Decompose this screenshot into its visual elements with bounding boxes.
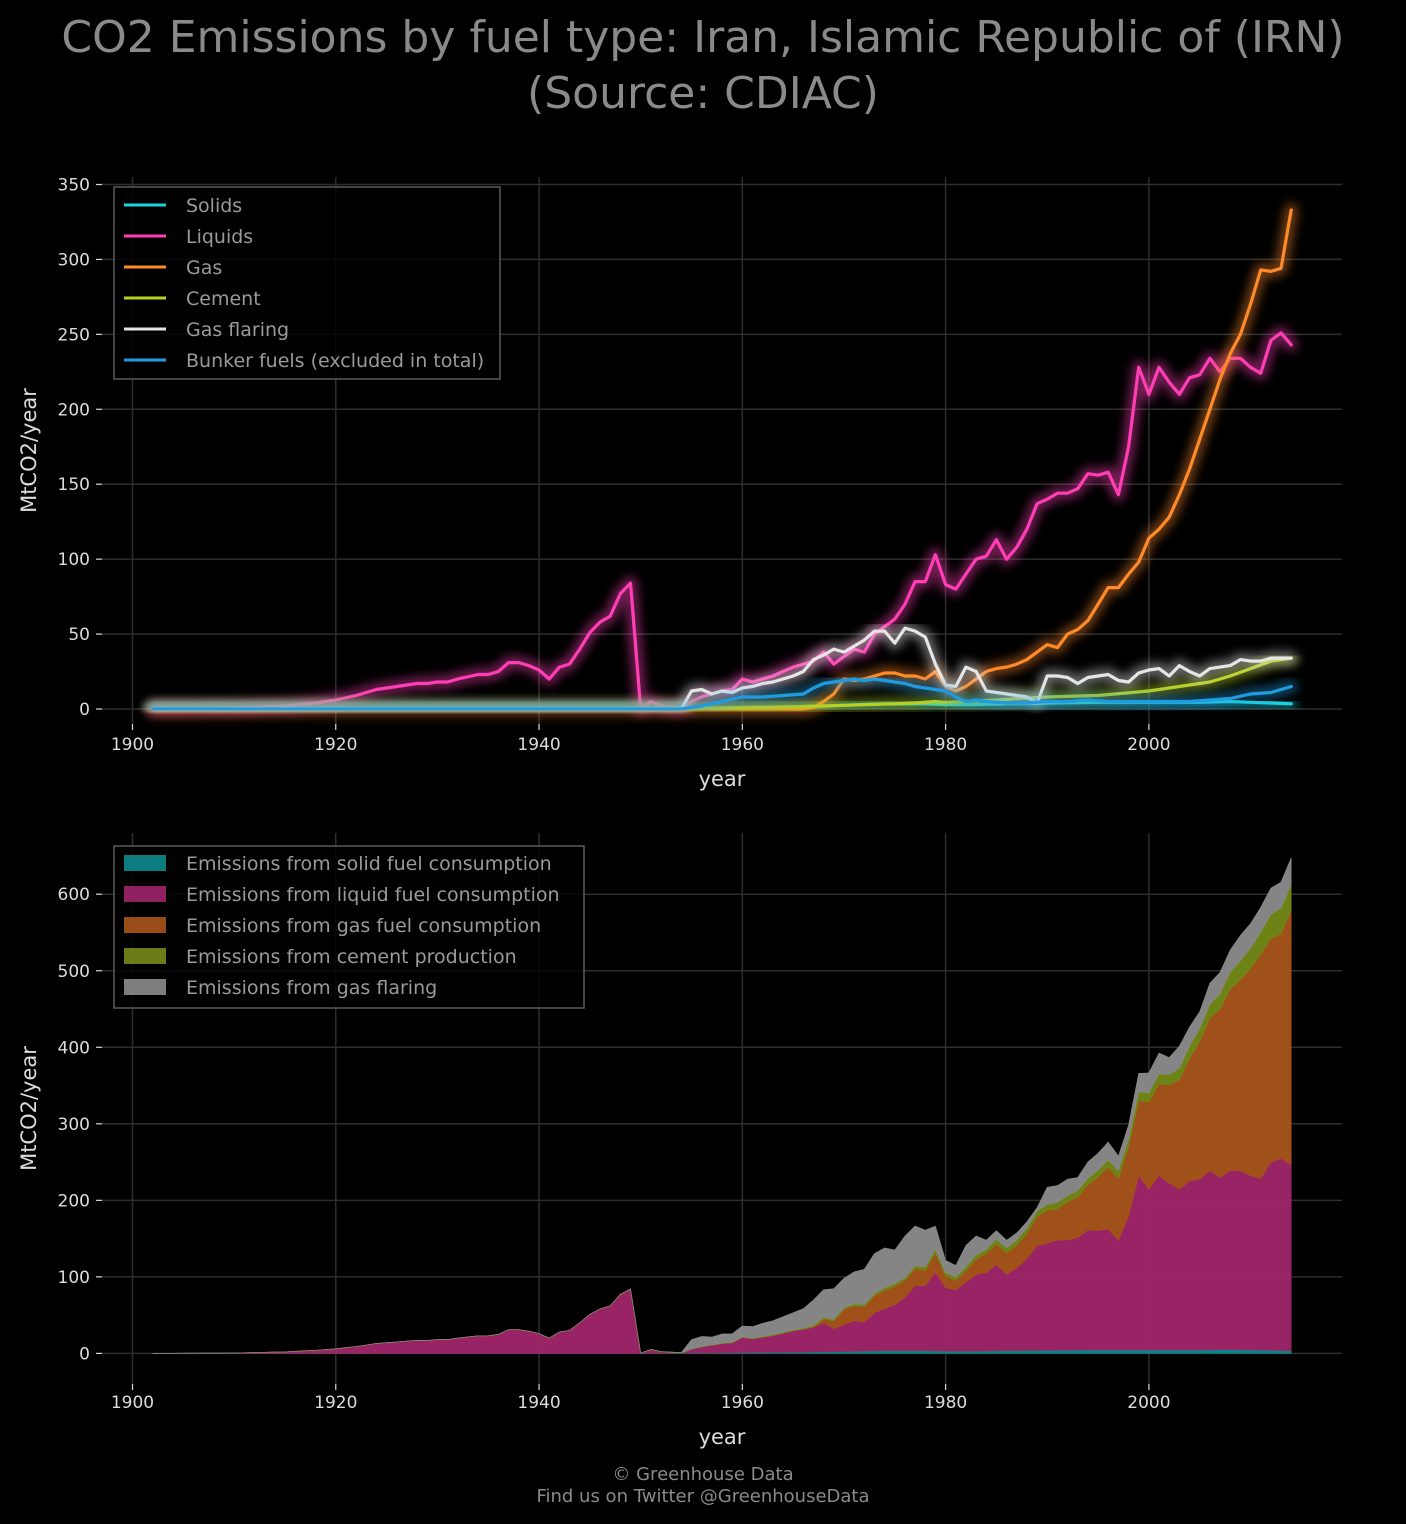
bottom-ytick-label: 400 <box>58 1038 90 1058</box>
bottom-xtick-label: 1980 <box>924 1393 967 1413</box>
top-ytick-label: 250 <box>58 325 90 345</box>
chart-title: CO2 Emissions by fuel type: Iran, Islami… <box>0 10 1406 122</box>
top-ytick-label: 200 <box>58 400 90 420</box>
bottom-ytick-label: 500 <box>58 962 90 982</box>
bottom-ytick-label: 100 <box>58 1268 90 1288</box>
top-xtick-label: 1980 <box>924 735 967 755</box>
top-legend: Solids Liquids Gas Cement Gas flaring Bunker … <box>113 186 501 380</box>
top-ytick-label: 50 <box>68 625 90 645</box>
credit: © Greenhouse Data Find us on Twitter @Gr… <box>0 1464 1406 1508</box>
legend-label-emissions-from-liquid-fuel-consumption: Emissions from liquid fuel consumption <box>186 884 560 906</box>
legend-label-emissions-from-cement-production: Emissions from cement production <box>186 946 517 968</box>
top-axes: 1900 1920 1940 1960 1980 2000 0 50 100 150 200 250 3… <box>17 175 1342 791</box>
top-ytick-label: 0 <box>79 700 90 720</box>
bottom-xtick-label: 1920 <box>314 1393 357 1413</box>
bottom-series-areas <box>152 857 1292 1354</box>
legend-label-solids: Solids <box>186 195 242 217</box>
legend-swatch-emissions-from-gas-fuel-consumption <box>124 917 166 933</box>
bottom-xtick-label: 1940 <box>517 1393 560 1413</box>
top-ytick-label: 300 <box>58 250 90 270</box>
top-xtick-label: 1940 <box>517 735 560 755</box>
legend-label-gas-flaring: Gas flaring <box>186 319 289 341</box>
bottom-legend-box <box>113 845 585 1009</box>
legend-label-bunker-fuels-excluded-in-total: Bunker fuels (excluded in total) <box>186 350 484 372</box>
top-xtick-label: 1960 <box>721 735 764 755</box>
top-legend-box <box>113 186 501 380</box>
credit-copyright: © Greenhouse Data <box>612 1464 794 1485</box>
chart-title-line1: CO2 Emissions by fuel type: Iran, Islami… <box>61 12 1345 63</box>
bottom-ytick-label: 600 <box>58 885 90 905</box>
area-emissions-from-gas-flaring <box>152 857 1292 1354</box>
series-line-bunker-fuels-excluded-in-total <box>151 677 1293 711</box>
legend-label-emissions-from-gas-flaring: Emissions from gas flaring <box>186 977 437 999</box>
top-xtick-label: 2000 <box>1127 735 1170 755</box>
top-ytick-label: 100 <box>58 550 90 570</box>
bottom-xtick-label: 1960 <box>721 1393 764 1413</box>
legend-swatch-emissions-from-gas-flaring <box>124 979 166 995</box>
top-x-axis-label: year <box>699 767 746 791</box>
top-ytick-label: 350 <box>58 175 90 195</box>
stacked-area-chart-panel: 1900 1920 1940 1960 1980 2000 0 100 200 300 400 500… <box>17 833 1342 1449</box>
bottom-xtick-label: 1900 <box>111 1393 154 1413</box>
legend-label-gas: Gas <box>186 257 222 279</box>
top-y-axis-label: MtCO2/year <box>17 388 41 513</box>
bottom-xtick-label: 2000 <box>1127 1393 1170 1413</box>
series-line-gas-flaring <box>151 626 1293 711</box>
legend-swatch-emissions-from-cement-production <box>124 948 166 964</box>
top-xtick-label: 1920 <box>314 735 357 755</box>
line-chart-panel: 1900 1920 1940 1960 1980 2000 0 50 100 150 200 250 3… <box>17 175 1342 791</box>
legend-label-liquids: Liquids <box>186 226 253 248</box>
bottom-legend: Emissions from solid fuel consumption Emi… <box>113 845 585 1009</box>
bottom-ytick-label: 200 <box>58 1191 90 1211</box>
bottom-ytick-label: 0 <box>79 1344 90 1364</box>
legend-swatch-emissions-from-liquid-fuel-consumption <box>124 886 166 902</box>
chart-title-line2: (Source: CDIAC) <box>527 68 879 119</box>
bottom-x-axis-label: year <box>699 1425 746 1449</box>
legend-swatch-emissions-from-solid-fuel-consumption <box>124 855 166 871</box>
legend-label-emissions-from-solid-fuel-consumption: Emissions from solid fuel consumption <box>186 853 552 875</box>
top-series-lines <box>146 203 1298 716</box>
top-xtick-label: 1900 <box>111 735 154 755</box>
top-ytick-label: 150 <box>58 475 90 495</box>
bottom-y-axis-label: MtCO2/year <box>17 1046 41 1171</box>
series-line-liquids <box>151 331 1293 711</box>
credit-twitter: Find us on Twitter @GreenhouseData <box>536 1486 870 1507</box>
series-glow-liquids <box>146 326 1298 716</box>
legend-label-emissions-from-gas-fuel-consumption: Emissions from gas fuel consumption <box>186 915 541 937</box>
legend-label-cement: Cement <box>186 288 261 310</box>
bottom-ytick-label: 300 <box>58 1115 90 1135</box>
